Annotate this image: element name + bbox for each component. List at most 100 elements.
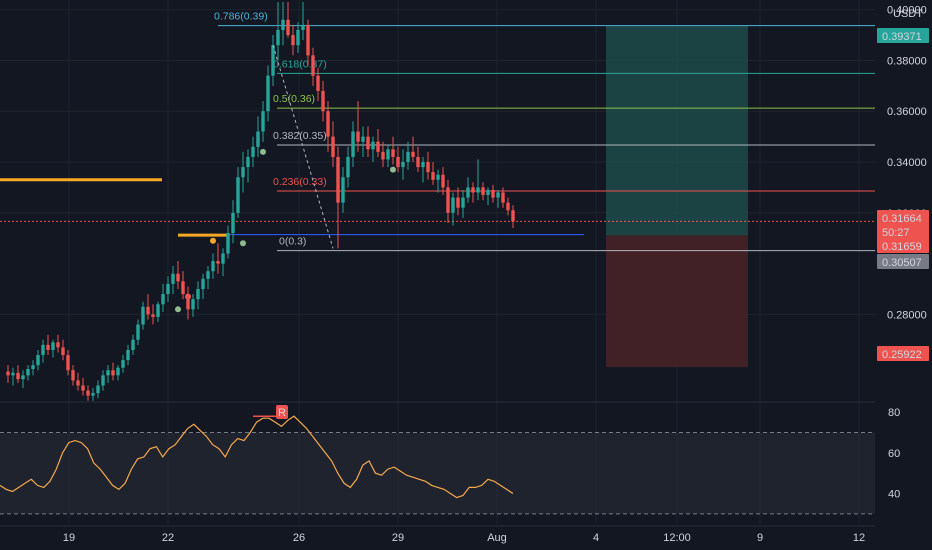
time-axis-label: 19	[63, 532, 75, 544]
candle-body	[306, 24, 310, 56]
rsi-marker-box	[276, 405, 288, 419]
candle-body	[476, 187, 480, 193]
fib-level-label: 0.5(0.36)	[273, 93, 315, 105]
candle-body	[116, 367, 120, 376]
price-axis-tick: 0.40000	[887, 5, 927, 17]
candle-body	[146, 306, 150, 315]
long-position-target-zone[interactable]	[606, 25, 748, 236]
candle-body	[16, 372, 20, 380]
rsi-axis-tick: 80	[888, 407, 900, 419]
rsi-axis-tick: 60	[888, 448, 900, 460]
candle-body	[141, 306, 145, 325]
candle-body	[86, 390, 90, 396]
candle-body	[356, 131, 360, 142]
candle-body	[286, 19, 290, 36]
candle-body	[416, 156, 420, 168]
candle-body	[481, 187, 485, 196]
candle-body	[61, 347, 65, 356]
candle-body	[496, 192, 500, 198]
candle-body	[196, 288, 200, 300]
candle-body	[431, 172, 435, 180]
candle-body	[131, 339, 135, 350]
rsi-axis-tick: 40	[888, 488, 900, 500]
fib-level-label: 0.382(0.35)	[273, 130, 327, 142]
candle-body	[281, 19, 285, 30]
long-position-stop-zone[interactable]	[606, 235, 748, 368]
time-axis-label: 26	[293, 532, 305, 544]
time-axis-label: 12	[853, 532, 865, 544]
time-axis-label: 4	[593, 532, 599, 544]
fib-level-label: 0.786(0.39)	[214, 11, 268, 23]
candle-body	[246, 156, 250, 168]
price-badge	[877, 254, 929, 269]
candle-body	[71, 370, 75, 381]
candle-body	[126, 349, 130, 361]
candle-body	[511, 210, 515, 222]
candle-body	[236, 177, 240, 213]
candle-body	[161, 294, 165, 305]
candle-body	[421, 162, 425, 168]
candle-body	[446, 187, 450, 213]
price-axis-tick: 0.38000	[887, 55, 927, 67]
candle-body	[391, 149, 395, 157]
candle-body	[261, 111, 265, 132]
candle-body	[191, 299, 195, 310]
candle-body	[46, 344, 50, 350]
candle-body	[226, 233, 230, 254]
price-axis-tick: 0.36000	[887, 106, 927, 118]
candle-body	[351, 131, 355, 157]
candle-body	[256, 131, 260, 147]
candle-body	[436, 174, 440, 180]
candle-body	[371, 141, 375, 150]
fib-level-label: 0.618(0.37)	[273, 58, 327, 70]
time-axis-label: 29	[392, 532, 404, 544]
candle-body	[396, 156, 400, 168]
candle-body	[326, 111, 330, 137]
candle-body	[366, 136, 370, 150]
signal-dot	[240, 240, 246, 247]
candle-body	[451, 197, 455, 213]
candle-body	[506, 202, 510, 211]
candle-body	[111, 370, 115, 376]
signal-dot	[185, 293, 191, 300]
time-axis-label: 9	[757, 532, 763, 544]
candle-body	[171, 273, 175, 284]
candle-body	[461, 197, 465, 208]
time-axis-label: 12:00	[663, 532, 691, 544]
candle-body	[176, 273, 180, 282]
price-badge	[877, 238, 929, 253]
candle-body	[381, 151, 385, 160]
candle-body	[276, 29, 280, 46]
candle-body	[51, 342, 55, 350]
candle-body	[11, 372, 15, 376]
price-badge-label: 0.30507	[882, 257, 922, 269]
candle-body	[501, 192, 505, 203]
currency-label: USDT	[893, 8, 923, 20]
signal-dot	[390, 166, 396, 173]
candle-body	[41, 344, 45, 356]
candle-body	[91, 393, 95, 396]
candle-body	[151, 314, 155, 317]
candle-body	[301, 24, 305, 30]
candle-body	[81, 385, 85, 391]
time-axis-label: 22	[162, 532, 174, 544]
candle-body	[211, 261, 215, 272]
candle-body	[486, 189, 490, 196]
candle-body	[471, 187, 475, 193]
candle-body	[406, 151, 410, 163]
candle-body	[251, 146, 255, 157]
price-badge	[877, 28, 929, 43]
time-axis-label: Aug	[487, 532, 507, 544]
candle-body	[491, 189, 495, 198]
rsi-marker-label: R	[278, 407, 286, 419]
price-badge	[877, 346, 929, 361]
candle-body	[106, 370, 110, 376]
price-badge-label: 0.25922	[882, 349, 922, 361]
rsi-line	[0, 415, 514, 499]
candle-body	[216, 261, 220, 264]
dashed-trend-line[interactable]	[272, 45, 334, 249]
candle-body	[331, 136, 335, 157]
candle-body	[341, 177, 345, 203]
